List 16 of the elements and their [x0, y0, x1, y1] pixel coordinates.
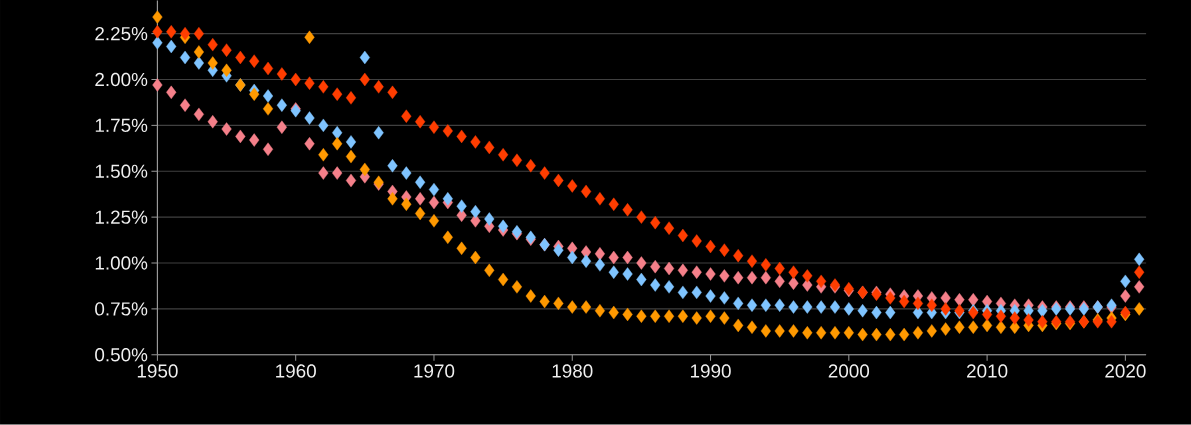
x-tick-label: 1970 [414, 364, 455, 378]
x-tick-label: 1990 [690, 364, 731, 378]
y-tick-label: 1.50% [95, 164, 148, 179]
y-tick-label: 1.25% [95, 210, 148, 225]
x-tick-label: 2010 [967, 364, 1008, 378]
x-tick-label: 1960 [276, 364, 316, 378]
y-tick-label: 1.00% [95, 256, 148, 270]
x-tick-label: 1980 [552, 364, 593, 378]
y-tick-label: 0.50% [95, 348, 148, 362]
x-tick-label: 1950 [137, 364, 178, 378]
y-tick-label: 0.75% [95, 302, 148, 316]
x-tick-label: 2020 [1105, 364, 1146, 378]
y-tick-label: 1.75% [95, 118, 148, 133]
y-tick-label: 2.25% [95, 27, 148, 41]
y-tick-label: 2.00% [95, 73, 148, 87]
x-tick-label: 2000 [828, 364, 870, 378]
